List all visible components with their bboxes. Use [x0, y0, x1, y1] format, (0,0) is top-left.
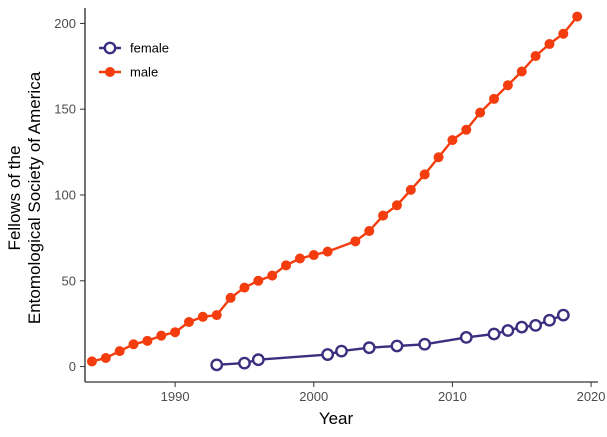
y-tick-label: 150 [54, 102, 76, 117]
data-point-male [447, 135, 458, 146]
x-tick-label: 2010 [438, 389, 467, 404]
legend: female male [99, 41, 169, 80]
x-tick-label: 1990 [161, 389, 190, 404]
data-point-male [433, 152, 444, 163]
data-point-male [461, 124, 472, 135]
x-tick-label: 2020 [577, 389, 606, 404]
data-point-male [211, 310, 222, 321]
data-point-male [350, 236, 361, 247]
data-point-male [267, 270, 278, 281]
legend-label: female [130, 41, 169, 56]
data-point-male [364, 226, 375, 237]
data-point-male [489, 93, 500, 104]
y-tick-label: 0 [69, 359, 76, 374]
series-line-female [216, 313, 564, 366]
data-point-male [308, 250, 319, 261]
data-point-male [322, 246, 333, 257]
axis-ticks: 1990 2000 2010 2020 0 50 100 150 200 [54, 16, 605, 404]
y-tick-label: 50 [62, 273, 76, 288]
data-point-male [170, 327, 181, 338]
y-tick-label: 100 [54, 188, 76, 203]
data-point-male [572, 11, 583, 22]
data-point-male [378, 210, 389, 221]
data-point-male [197, 311, 208, 322]
data-point-female [238, 356, 251, 370]
legend-item-female: female [99, 41, 169, 56]
data-point-male [253, 275, 264, 286]
x-tick-label: 2000 [299, 389, 328, 404]
data-point-female [321, 348, 335, 361]
data-point-male [86, 356, 97, 367]
series-female [210, 308, 570, 372]
data-point-female [556, 308, 570, 322]
data-point-male [516, 66, 527, 77]
data-point-female [515, 320, 529, 334]
data-point-male [558, 28, 569, 39]
data-point-male [530, 51, 541, 62]
data-point-male [225, 292, 236, 303]
series-male [86, 11, 583, 367]
data-point-female [418, 337, 432, 351]
data-point-female [335, 344, 348, 358]
legend-item-male: male [99, 65, 158, 80]
data-point-female [501, 324, 515, 337]
data-point-female [251, 353, 265, 367]
y-tick-label: 200 [54, 16, 76, 31]
data-point-female [543, 313, 556, 327]
legend-label: male [130, 65, 158, 80]
y-axis-title-line-1: Fellows of the [5, 146, 24, 251]
series-layer [86, 11, 583, 372]
data-point-male [544, 39, 555, 50]
data-point-male [183, 316, 194, 327]
y-axis-title-line-2: Entomological Society of America [25, 71, 44, 324]
data-point-male [239, 282, 250, 293]
series-line-male [91, 15, 579, 363]
data-point-female [210, 358, 224, 372]
data-point-male [419, 169, 430, 180]
data-point-male [475, 107, 486, 118]
data-point-male [114, 346, 125, 357]
data-point-male [156, 330, 167, 341]
x-axis-title: Year [319, 409, 354, 428]
data-point-male [502, 80, 513, 91]
data-point-female [529, 318, 543, 332]
legend-key-marker [105, 67, 115, 77]
data-point-male [281, 260, 292, 271]
data-point-male [128, 339, 139, 350]
data-point-male [294, 253, 305, 264]
data-point-male [142, 335, 153, 346]
data-point-male [100, 352, 111, 363]
data-point-female [459, 330, 473, 344]
data-point-female [487, 327, 501, 341]
data-point-male [405, 184, 416, 195]
legend-key-marker [103, 41, 117, 55]
data-point-male [391, 200, 402, 211]
data-point-female [390, 339, 404, 353]
data-point-female [362, 341, 376, 355]
y-axis-title: Fellows of the Entomological Society of … [5, 71, 44, 324]
